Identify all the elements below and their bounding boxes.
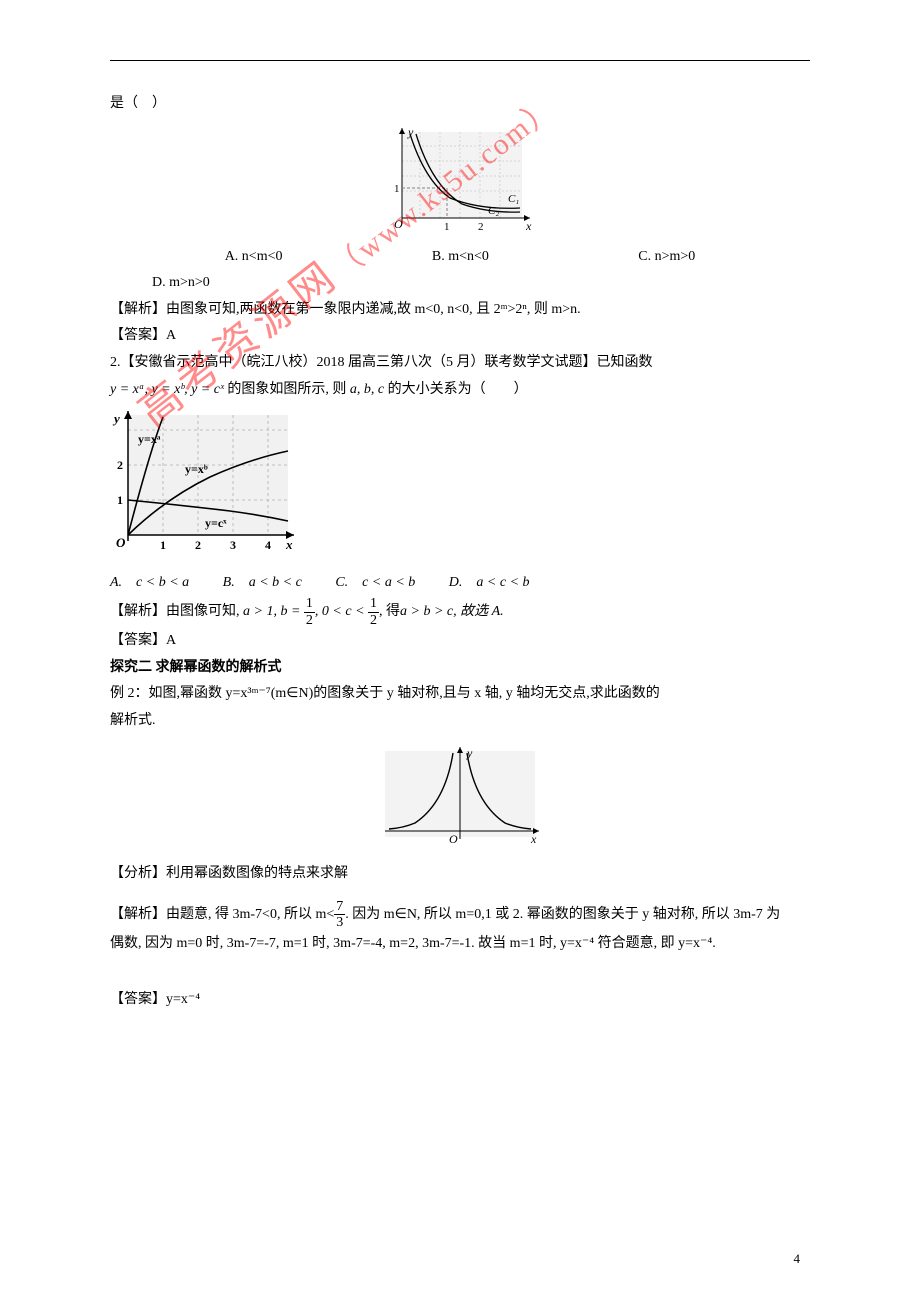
q2-stem-funcs: y = xᵃ, y = xᵇ, y = cˣ: [110, 382, 224, 397]
q2-xt2: 2: [195, 538, 201, 551]
q2-opt-c: C. c < a < b: [335, 575, 415, 590]
ex2-graph-svg: O x y: [375, 743, 545, 853]
q2-frac-1: 12: [304, 596, 315, 628]
q1-lead: 是（ ）: [110, 91, 810, 118]
q2-analysis-mid: a > 1, b =: [243, 604, 304, 619]
q1-opt-d: D. m>n>0: [110, 270, 810, 297]
q1-label-y: y: [407, 126, 414, 139]
q2-opt-d: D. a < c < b: [449, 575, 530, 590]
page-number: 4: [794, 1247, 801, 1272]
ex2-frac73: 73: [334, 899, 345, 931]
q2-opt-b: B. a < b < c: [223, 575, 302, 590]
q1-label-c1: C₁: [508, 193, 519, 205]
q2-analysis-mid3: , 得: [379, 604, 400, 619]
q2-yt1: 1: [117, 493, 123, 507]
q2-label-O: O: [116, 535, 126, 550]
q2-xt3: 3: [230, 538, 236, 551]
q2-stem: y = xᵃ, y = xᵇ, y = cˣ 的图象如图所示, 则 a, b, …: [110, 377, 810, 404]
q1-opt-c: C. n>m>0: [638, 244, 695, 271]
q1-figure: O 1 2 1 x y C₁ C₂: [110, 126, 810, 236]
q2-analysis-end: a > b > c, 故选 A.: [400, 604, 504, 619]
q2-label-fb: y=xᵇ: [185, 462, 208, 476]
q1-analysis: 【解析】由图象可知,两函数在第一象限内递减,故 m<0, n<0, 且 2ᵐ>2…: [110, 297, 810, 324]
q2-analysis: 【解析】由图像可知, a > 1, b = 12, 0 < c < 12, 得a…: [110, 596, 810, 628]
q2-stem-vars: a, b, c: [350, 382, 384, 397]
q1-opt-a: A. n<m<0: [225, 244, 283, 271]
q1-opt-b: B. m<n<0: [432, 244, 489, 271]
q2-yt2: 2: [117, 458, 123, 472]
ex2-stem2: 解析式.: [110, 708, 810, 735]
q2-graph-svg: O 1 2 3 4 1 2 x y y=xᵃ y=xᵇ y=cˣ: [110, 411, 300, 551]
section2-title: 探究二 求解幂函数的解析式: [110, 655, 810, 682]
q1-label-2: 2: [478, 221, 484, 233]
q2-options: A. c < b < a B. a < b < c C. c < a < b D…: [110, 570, 810, 597]
q1-label-1: 1: [444, 221, 450, 233]
q1-y-arrow: [399, 128, 405, 134]
q2-frac-2: 12: [368, 596, 379, 628]
q2-analysis-pre: 【解析】由图像可知,: [110, 604, 240, 619]
q2-analysis-mid2: , 0 < c <: [315, 604, 368, 619]
q2-label-x: x: [285, 537, 293, 551]
q2-opt-a: A. c < b < a: [110, 575, 189, 590]
ex2-analysis1-pre: 【解析】由题意, 得 3m-7<0, 所以 m<: [110, 907, 334, 922]
q2-title: 2.【安徽省示范高中（皖江八校）2018 届高三第八次（5 月）联考数学文试题】…: [110, 350, 810, 377]
q2-xt1: 1: [160, 538, 166, 551]
ex2-label-O: O: [449, 832, 458, 846]
q2-stem-post: 的图象如图所示, 则: [227, 382, 346, 397]
top-rule: [110, 60, 810, 61]
q2-figure: O 1 2 3 4 1 2 x y y=xᵃ y=xᵇ y=cˣ: [110, 411, 810, 562]
ex2-answer: 【答案】y=x⁻⁴: [110, 987, 810, 1014]
q2-label-y: y: [112, 411, 120, 426]
ex2-analysis2: 偶数, 因为 m=0 时, 3m-7=-7, m=1 时, 3m-7=-4, m…: [110, 931, 810, 958]
ex2-analysis0: 【分析】利用幂函数图像的特点来求解: [110, 861, 810, 888]
q1-graph-svg: O 1 2 1 x y C₁ C₂: [380, 126, 540, 236]
q1-label-c2: C₂: [488, 205, 499, 217]
q1-label-x: x: [525, 219, 532, 233]
q2-xt4: 4: [265, 538, 271, 551]
page: 高考资源网（www.ks5u.com） 是（ ） O 1 2 1 x: [0, 0, 920, 1302]
ex2-label-y: y: [466, 746, 473, 760]
q2-label-fc: y=cˣ: [205, 516, 227, 530]
q1-label-1y: 1: [394, 183, 400, 195]
q1-label-O: O: [394, 217, 403, 231]
ex2-analysis1-post: . 因为 m∈N, 所以 m=0,1 或 2. 幂函数的图象关于 y 轴对称, …: [345, 907, 780, 922]
ex2-y-arrow: [457, 747, 463, 753]
ex2-label-x: x: [530, 832, 537, 846]
q1-options: A. n<m<0 B. m<n<0 C. n>m>0: [110, 244, 810, 271]
q1-answer: 【答案】A: [110, 323, 810, 350]
ex2-analysis1: 【解析】由题意, 得 3m-7<0, 所以 m<73. 因为 m∈N, 所以 m…: [110, 899, 810, 931]
q2-answer: 【答案】A: [110, 628, 810, 655]
q2-stem-end: 的大小关系为（ ）: [388, 382, 528, 397]
ex2-figure: O x y: [110, 743, 810, 853]
ex2-stem1: 例 2：如图,幂函数 y=x³ᵐ⁻⁷(m∈N)的图象关于 y 轴对称,且与 x …: [110, 681, 810, 708]
q2-label-fa: y=xᵃ: [138, 432, 161, 446]
